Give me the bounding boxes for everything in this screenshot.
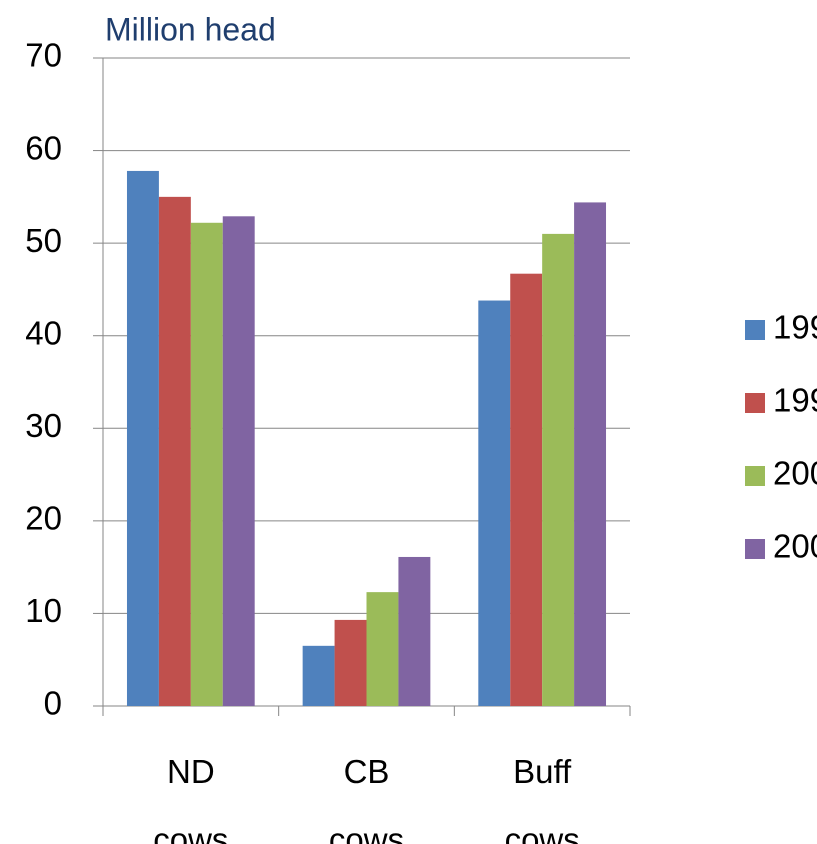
bar <box>190 222 223 706</box>
bar <box>126 170 159 707</box>
x-tick-label: ND cows <box>153 753 229 844</box>
legend-label: 2002 <box>773 455 817 492</box>
y-tick-label: 0 <box>44 685 62 722</box>
bar <box>334 619 367 706</box>
chart-title: Million head <box>105 11 276 47</box>
y-tick-label: 40 <box>25 314 62 351</box>
legend-swatch <box>745 539 765 559</box>
legend-label: 2007 <box>773 528 817 565</box>
bar <box>574 202 607 706</box>
bar <box>542 233 575 706</box>
y-tick-label: 60 <box>25 129 62 166</box>
y-tick-label: 10 <box>25 592 62 629</box>
bar <box>510 273 543 706</box>
y-tick-label: 50 <box>25 222 62 259</box>
bar <box>302 645 335 706</box>
legend-swatch <box>745 466 765 486</box>
legend-label: 1992 <box>773 309 817 346</box>
legend-label: 1997 <box>773 382 817 419</box>
bar <box>366 592 399 706</box>
bar <box>222 216 255 706</box>
legend-swatch <box>745 320 765 340</box>
bar <box>158 196 191 706</box>
bar <box>398 556 431 706</box>
x-tick-label: CB cows <box>328 753 405 844</box>
x-tick-label: Buff cows <box>504 753 580 844</box>
legend-swatch <box>745 393 765 413</box>
y-tick-label: 30 <box>25 407 62 444</box>
bar <box>478 300 511 706</box>
y-tick-label: 70 <box>25 37 62 74</box>
y-tick-label: 20 <box>25 500 62 537</box>
